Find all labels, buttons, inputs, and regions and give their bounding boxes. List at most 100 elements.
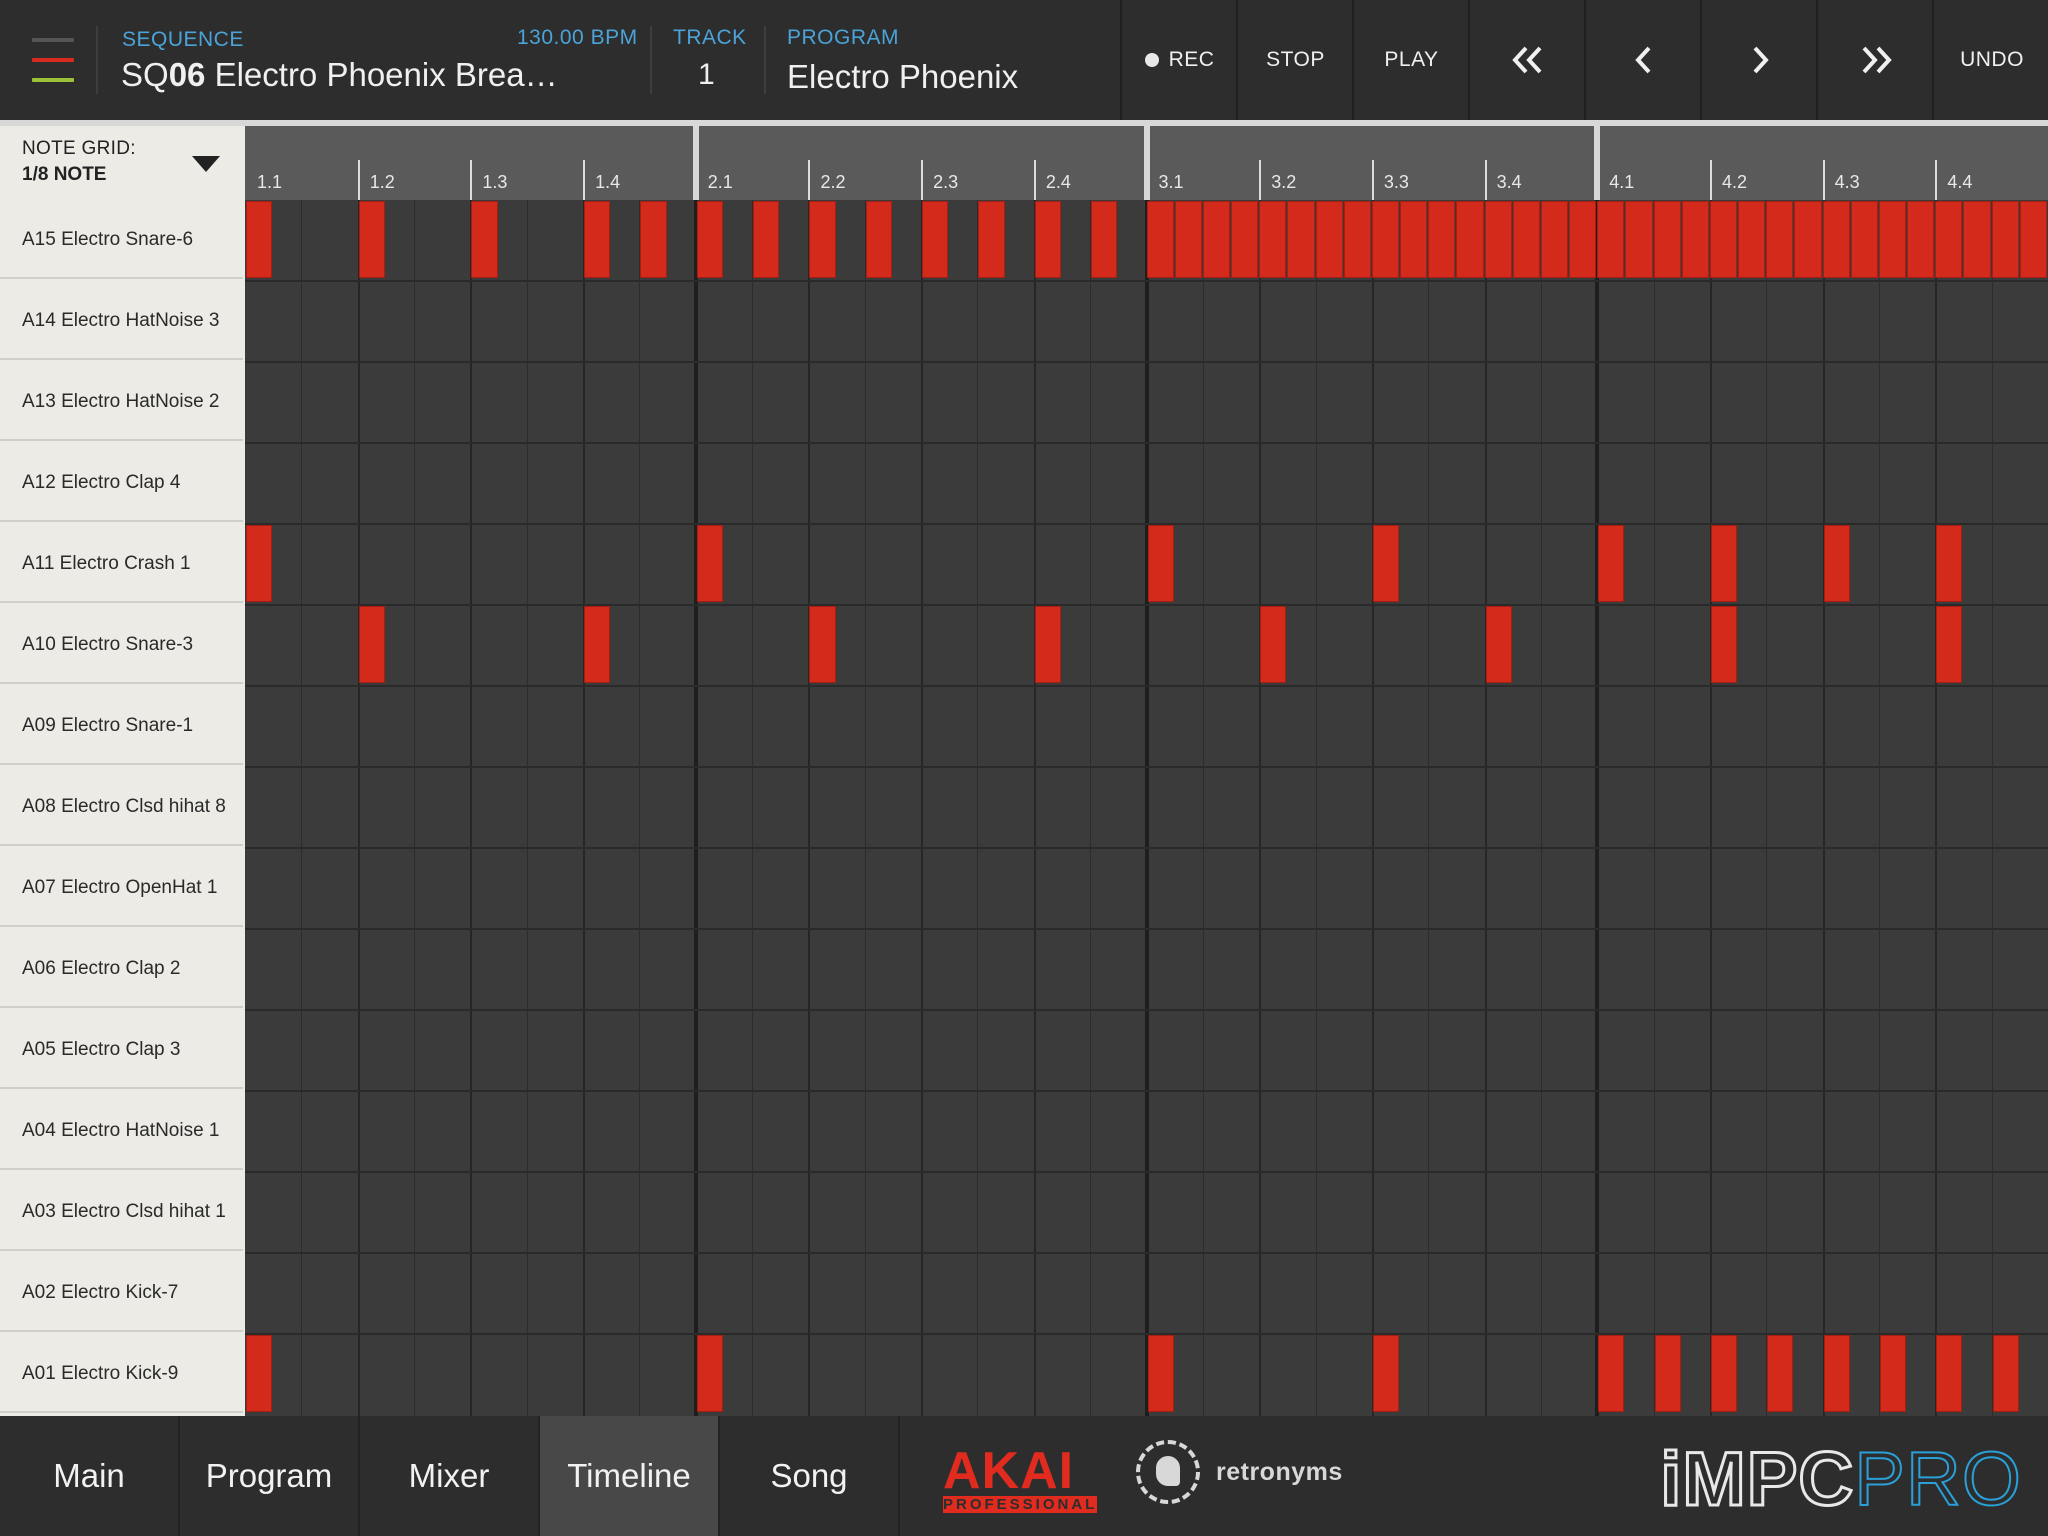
note-event[interactable]: [1598, 1335, 1625, 1412]
pad-row-label[interactable]: A15 Electro Snare-6: [0, 200, 243, 279]
timeline-ruler[interactable]: 1.1 1.2 1.3 1.4 2.1 2.2 2.3 2.4 3.1 3.2 3.3 3.4 4.1 4…: [245, 126, 2048, 200]
note-event[interactable]: [1991, 201, 2019, 278]
note-event[interactable]: [1231, 201, 1259, 278]
note-event[interactable]: [1822, 201, 1850, 278]
note-event[interactable]: [1879, 1335, 1907, 1412]
note-event[interactable]: [1174, 201, 1202, 278]
note-event[interactable]: [1540, 201, 1569, 278]
note-event[interactable]: [1260, 606, 1287, 683]
pad-row-label[interactable]: A07 Electro OpenHat 1: [0, 848, 243, 927]
note-event[interactable]: [1766, 201, 1794, 278]
pad-row-label[interactable]: A13 Electro HatNoise 2: [0, 362, 243, 441]
pad-row-label[interactable]: A12 Electro Clap 4: [0, 443, 243, 522]
note-event[interactable]: [358, 201, 385, 278]
note-event[interactable]: [922, 201, 949, 278]
tab-mixer[interactable]: Mixer: [360, 1416, 540, 1536]
note-event[interactable]: [1146, 201, 1174, 278]
note-event[interactable]: [1794, 201, 1822, 278]
pad-row-label[interactable]: A10 Electro Snare-3: [0, 605, 243, 684]
note-event[interactable]: [1512, 201, 1540, 278]
note-event[interactable]: [246, 201, 273, 278]
pad-row-label[interactable]: A08 Electro Clsd hihat 8: [0, 767, 243, 846]
rewind-button[interactable]: [1468, 0, 1585, 120]
note-event[interactable]: [1936, 525, 1963, 602]
note-event[interactable]: [246, 1335, 273, 1412]
note-event[interactable]: [865, 201, 892, 278]
note-event[interactable]: [1681, 201, 1709, 278]
note-event[interactable]: [1935, 201, 1963, 278]
pad-row-label[interactable]: A04 Electro HatNoise 1: [0, 1091, 243, 1170]
note-event[interactable]: [1091, 201, 1118, 278]
note-event[interactable]: [1653, 201, 1681, 278]
note-event[interactable]: [1823, 525, 1850, 602]
note-event[interactable]: [1936, 1335, 1963, 1412]
note-event[interactable]: [471, 201, 498, 278]
note-event[interactable]: [584, 606, 611, 683]
note-event[interactable]: [1456, 201, 1484, 278]
stop-button[interactable]: STOP: [1236, 0, 1353, 120]
note-event[interactable]: [2019, 201, 2047, 278]
note-event[interactable]: [1850, 201, 1878, 278]
note-event[interactable]: [1569, 201, 1597, 278]
note-event[interactable]: [1598, 525, 1625, 602]
note-grid[interactable]: [245, 200, 2048, 1416]
note-event[interactable]: [696, 1335, 723, 1412]
step-back-button[interactable]: [1584, 0, 1701, 120]
note-event[interactable]: [696, 201, 723, 278]
note-event[interactable]: [1343, 201, 1371, 278]
note-event[interactable]: [1625, 201, 1653, 278]
note-event[interactable]: [1963, 201, 1991, 278]
note-event[interactable]: [1034, 606, 1061, 683]
note-event[interactable]: [1372, 1335, 1400, 1412]
undo-button[interactable]: UNDO: [1932, 0, 2048, 120]
note-event[interactable]: [1259, 201, 1287, 278]
note-event[interactable]: [1147, 525, 1174, 602]
note-event[interactable]: [1315, 201, 1343, 278]
tab-song[interactable]: Song: [720, 1416, 900, 1536]
note-event[interactable]: [1428, 201, 1456, 278]
rec-button[interactable]: REC: [1120, 0, 1237, 120]
note-event[interactable]: [640, 201, 667, 278]
note-event[interactable]: [358, 606, 385, 683]
note-event[interactable]: [1400, 201, 1428, 278]
note-event[interactable]: [1709, 201, 1738, 278]
play-button[interactable]: PLAY: [1352, 0, 1469, 120]
pad-row-label[interactable]: A03 Electro Clsd hihat 1: [0, 1172, 243, 1251]
note-event[interactable]: [809, 201, 836, 278]
note-event[interactable]: [1767, 1335, 1794, 1412]
note-event[interactable]: [1936, 606, 1963, 683]
pad-row-label[interactable]: A01 Electro Kick-9: [0, 1334, 243, 1413]
step-forward-button[interactable]: [1700, 0, 1817, 120]
note-event[interactable]: [753, 201, 780, 278]
pad-row-label[interactable]: A02 Electro Kick-7: [0, 1253, 243, 1332]
bpm-readout[interactable]: 130.00 BPM: [517, 26, 638, 49]
note-event[interactable]: [1371, 201, 1400, 278]
pad-row-label[interactable]: A11 Electro Crash 1: [0, 524, 243, 603]
note-event[interactable]: [1287, 201, 1315, 278]
note-grid-dropdown[interactable]: NOTE GRID: 1/8 NOTE: [0, 126, 245, 200]
note-event[interactable]: [1907, 201, 1935, 278]
note-event[interactable]: [809, 606, 836, 683]
note-event[interactable]: [1034, 201, 1061, 278]
note-event[interactable]: [1147, 1335, 1174, 1412]
note-event[interactable]: [584, 201, 611, 278]
tab-timeline[interactable]: Timeline: [540, 1416, 720, 1536]
pad-row-label[interactable]: A05 Electro Clap 3: [0, 1010, 243, 1089]
pad-row-label[interactable]: A06 Electro Clap 2: [0, 929, 243, 1008]
note-event[interactable]: [246, 525, 273, 602]
tab-main[interactable]: Main: [0, 1416, 180, 1536]
note-event[interactable]: [696, 525, 723, 602]
hamburger-menu-icon[interactable]: [28, 36, 78, 86]
note-event[interactable]: [1484, 201, 1512, 278]
note-event[interactable]: [1710, 1335, 1738, 1412]
fast-forward-button[interactable]: [1816, 0, 1933, 120]
note-event[interactable]: [1372, 525, 1400, 602]
note-event[interactable]: [1710, 606, 1738, 683]
note-event[interactable]: [1992, 1335, 2019, 1412]
note-event[interactable]: [1654, 1335, 1681, 1412]
pad-row-label[interactable]: A09 Electro Snare-1: [0, 686, 243, 765]
note-event[interactable]: [1823, 1335, 1850, 1412]
tab-program[interactable]: Program: [180, 1416, 360, 1536]
note-event[interactable]: [1485, 606, 1512, 683]
note-event[interactable]: [1597, 201, 1625, 278]
